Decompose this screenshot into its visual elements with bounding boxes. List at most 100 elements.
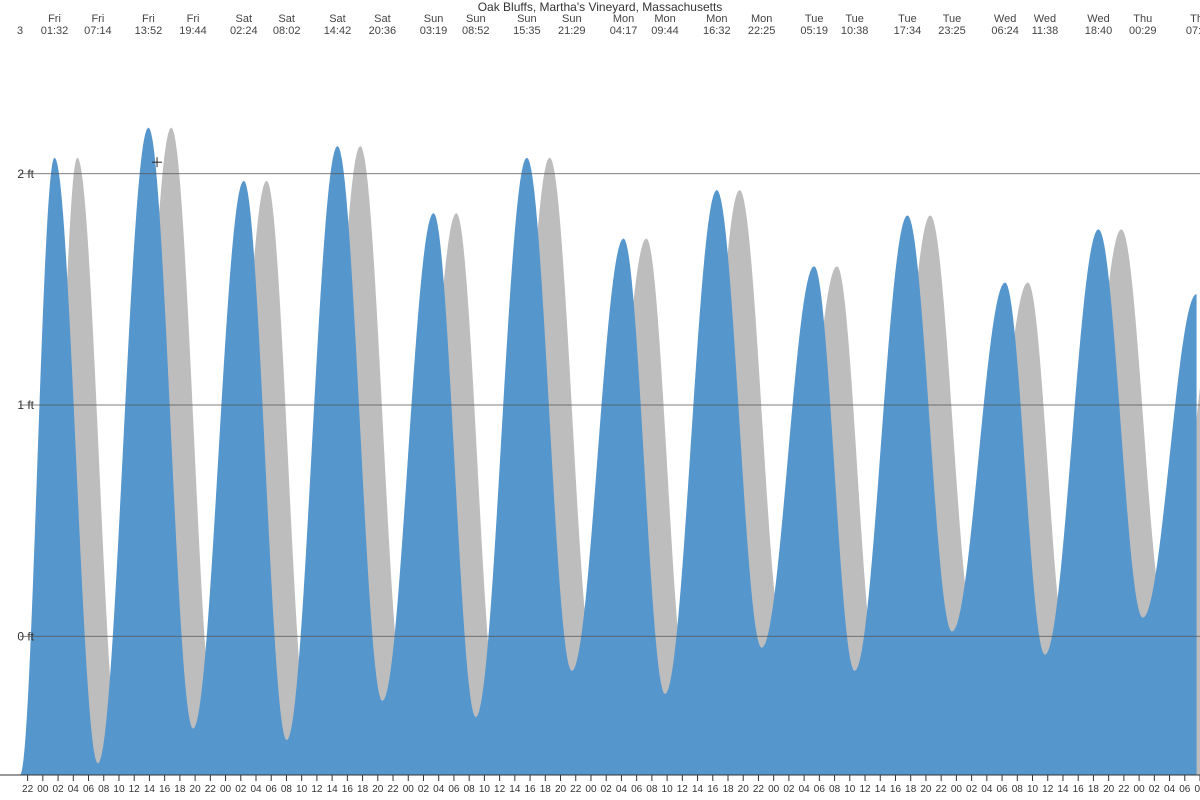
event-day-label: Tue — [805, 13, 824, 25]
event-time-label: 18:40 — [1085, 25, 1113, 37]
x-hour-label: 04 — [1164, 784, 1176, 795]
x-hour-label: 06 — [631, 784, 643, 795]
x-hour-label: 04 — [981, 784, 993, 795]
x-hour-label: 14 — [692, 784, 704, 795]
x-hour-label: 18 — [357, 784, 369, 795]
x-hour-label: 18 — [174, 784, 186, 795]
x-hour-label: 02 — [783, 784, 795, 795]
x-hour-label: 06 — [448, 784, 460, 795]
x-hour-label: 00 — [585, 784, 597, 795]
event-day-label: Tue — [845, 13, 864, 25]
x-hour-label: 08 — [464, 784, 476, 795]
x-hour-label: 08 — [281, 784, 293, 795]
x-hour-label: 20 — [920, 784, 932, 795]
x-hour-label: 08 — [829, 784, 841, 795]
x-hour-label: 16 — [525, 784, 537, 795]
tide-chart-svg: 0 ft1 ft2 ft2200020406081012141618202200… — [0, 0, 1200, 800]
event-time-label: 21:29 — [558, 25, 586, 37]
event-time-label: 14:42 — [324, 25, 352, 37]
x-hour-label: 12 — [494, 784, 506, 795]
event-day-label: Wed — [994, 13, 1016, 25]
x-hour-label: 14 — [1057, 784, 1069, 795]
event-time-label: 13:52 — [135, 25, 163, 37]
x-hour-label: 10 — [296, 784, 308, 795]
x-hour-label: 04 — [616, 784, 628, 795]
event-day-label: Sun — [424, 13, 444, 25]
event-day-label: Sat — [278, 13, 295, 25]
event-day-label: Fri — [187, 13, 200, 25]
event-time-label: 01:32 — [41, 25, 69, 37]
x-hour-label: 06 — [1179, 784, 1191, 795]
event-time-label: 17:34 — [894, 25, 922, 37]
event-time-label: 16:32 — [703, 25, 731, 37]
x-hour-label: 02 — [53, 784, 65, 795]
x-hour-label: 22 — [570, 784, 582, 795]
x-hour-label: 06 — [814, 784, 826, 795]
event-time-label: 08:52 — [462, 25, 490, 37]
x-hour-label: 08 — [1194, 784, 1200, 795]
x-hour-label: 18 — [722, 784, 734, 795]
x-hour-label: 18 — [540, 784, 552, 795]
x-hour-label: 02 — [1149, 784, 1161, 795]
x-hour-label: 04 — [799, 784, 811, 795]
event-time-label: 02:24 — [230, 25, 258, 37]
x-hour-label: 00 — [220, 784, 232, 795]
event-time-label: 07:3 — [1186, 25, 1200, 37]
event-day-label: Fri — [142, 13, 155, 25]
x-hour-label: 16 — [890, 784, 902, 795]
event-day-label: Thu — [1133, 13, 1152, 25]
x-hour-label: 10 — [479, 784, 491, 795]
event-time-label: 05:19 — [800, 25, 828, 37]
x-hour-label: 16 — [159, 784, 171, 795]
event-time-label: 00:29 — [1129, 25, 1157, 37]
x-hour-label: 16 — [1073, 784, 1085, 795]
event-day-label: Wed — [1034, 13, 1056, 25]
event-day-label: Sun — [562, 13, 582, 25]
x-hour-label: 10 — [1027, 784, 1039, 795]
x-hour-label: 10 — [113, 784, 125, 795]
x-hour-label: 00 — [37, 784, 49, 795]
event-time-label: 03:19 — [420, 25, 448, 37]
x-hour-label: 06 — [997, 784, 1009, 795]
x-hour-label: 14 — [875, 784, 887, 795]
x-hour-label: 22 — [205, 784, 217, 795]
x-hour-label: 18 — [1088, 784, 1100, 795]
x-hour-label: 02 — [601, 784, 613, 795]
event-time-label: 3 — [17, 25, 23, 37]
x-hour-label: 02 — [418, 784, 430, 795]
event-day-label: Fri — [48, 13, 61, 25]
x-hour-label: 14 — [509, 784, 521, 795]
x-hour-label: 12 — [859, 784, 871, 795]
x-hour-label: 20 — [190, 784, 202, 795]
x-hour-label: 00 — [403, 784, 415, 795]
event-day-label: Sun — [466, 13, 486, 25]
event-time-label: 07:14 — [84, 25, 112, 37]
x-hour-label: 10 — [844, 784, 856, 795]
event-time-label: 11:38 — [1032, 25, 1059, 37]
x-hour-label: 00 — [1134, 784, 1146, 795]
event-time-label: 09:44 — [651, 25, 679, 37]
x-hour-label: 02 — [966, 784, 978, 795]
x-hour-label: 14 — [144, 784, 156, 795]
x-hour-label: 12 — [1042, 784, 1054, 795]
event-day-label: Mon — [751, 13, 772, 25]
event-time-label: 22:25 — [748, 25, 776, 37]
event-day-label: Sat — [329, 13, 346, 25]
x-hour-label: 20 — [1103, 784, 1115, 795]
event-time-label: 15:35 — [513, 25, 541, 37]
x-hour-label: 12 — [677, 784, 689, 795]
x-hour-label: 00 — [951, 784, 963, 795]
event-day-label: Mon — [613, 13, 634, 25]
event-day-label: Sun — [517, 13, 537, 25]
x-hour-label: 22 — [1118, 784, 1130, 795]
x-hour-label: 20 — [555, 784, 567, 795]
x-hour-label: 22 — [387, 784, 399, 795]
x-hour-label: 08 — [98, 784, 110, 795]
x-hour-label: 16 — [342, 784, 354, 795]
x-hour-label: 06 — [83, 784, 95, 795]
event-time-label: 08:02 — [273, 25, 301, 37]
event-day-label: Sat — [374, 13, 391, 25]
event-day-label: Wed — [1087, 13, 1109, 25]
x-hour-label: 06 — [266, 784, 278, 795]
y-tick-label: 2 ft — [17, 167, 34, 181]
